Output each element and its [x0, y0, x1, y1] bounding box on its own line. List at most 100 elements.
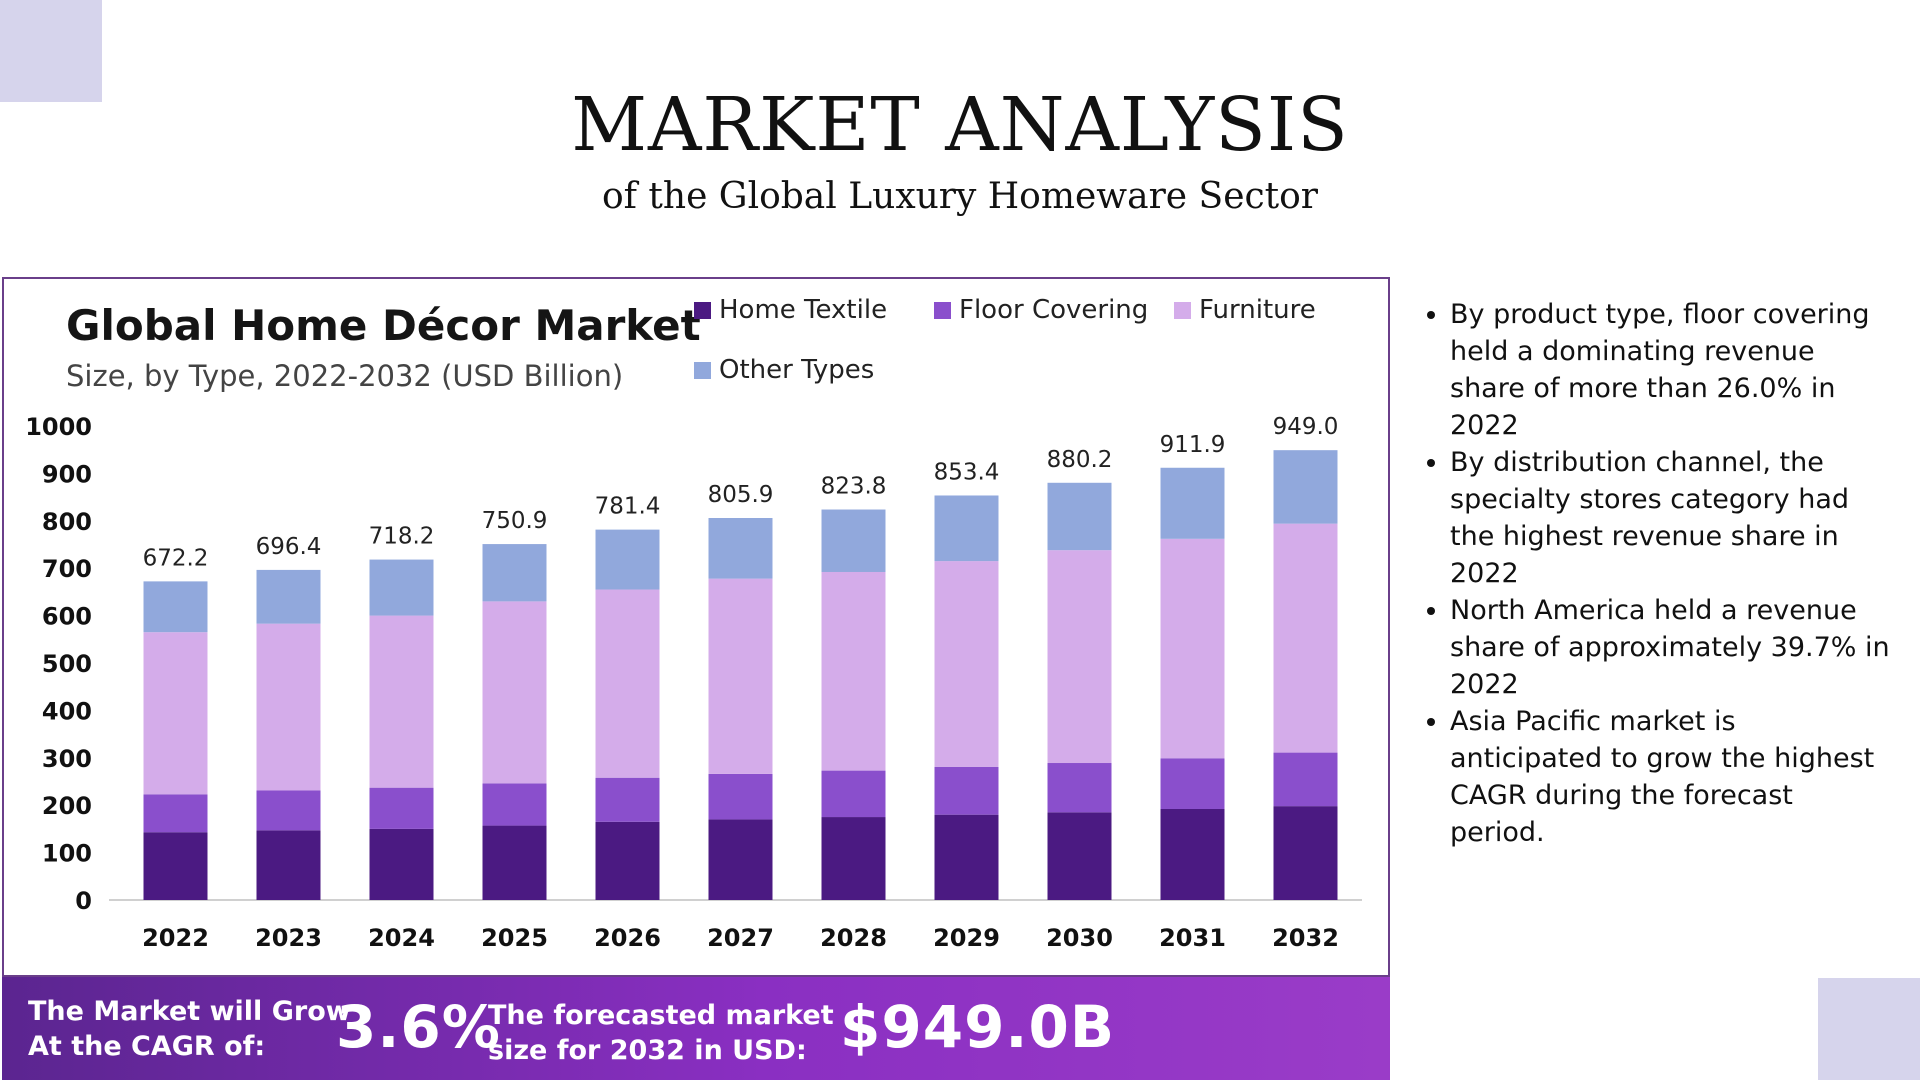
legend-swatch — [694, 301, 711, 319]
bar-segment-other-types — [143, 581, 208, 633]
bar-segment-floor-covering — [934, 766, 999, 815]
legend-label: Floor Covering — [959, 295, 1149, 325]
bar-total-label: 672.2 — [143, 545, 209, 571]
bar-total-label: 696.4 — [256, 534, 322, 560]
summary-banner: The Market will Grow At the CAGR of: 3.6… — [2, 977, 1390, 1080]
chart-title: Global Home Décor Market — [66, 301, 701, 350]
slide-title: MARKET ANALYSIS — [571, 82, 1349, 168]
bar-total-label: 823.8 — [821, 474, 887, 500]
x-tick-label: 2025 — [481, 924, 548, 952]
bar-total-label: 911.9 — [1160, 432, 1226, 458]
chart-subtitle: Size, by Type, 2022-2032 (USD Billion) — [66, 359, 624, 393]
bar-segment-home-textile — [708, 819, 773, 900]
bar-segment-floor-covering — [1047, 763, 1112, 813]
x-tick-label: 2023 — [255, 924, 322, 952]
bar-segment-floor-covering — [143, 794, 208, 833]
x-tick-label: 2028 — [820, 924, 887, 952]
x-tick-label: 2022 — [142, 924, 209, 952]
y-tick-label: 800 — [42, 508, 92, 536]
cagr-label: The Market will Grow At the CAGR of: — [28, 996, 351, 1062]
bar-segment-other-types — [821, 509, 886, 572]
bar-segment-home-textile — [934, 814, 999, 900]
bar-segment-floor-covering — [482, 783, 547, 826]
bar-segment-furniture — [369, 615, 434, 788]
corner-decoration-top-left — [0, 0, 102, 102]
bar-total-label: 805.9 — [708, 482, 774, 508]
bar-segment-home-textile — [595, 821, 660, 900]
insight-item: By product type, floor covering held a d… — [1450, 296, 1890, 444]
y-tick-label: 600 — [42, 603, 92, 631]
x-tick-label: 2031 — [1159, 924, 1226, 952]
bar-segment-other-types — [595, 529, 660, 590]
bar-segment-home-textile — [143, 832, 208, 900]
bar-segment-home-textile — [1160, 808, 1225, 900]
legend-label: Home Textile — [719, 295, 888, 325]
bar-segment-floor-covering — [1273, 752, 1338, 807]
y-tick-label: 1000 — [25, 413, 92, 441]
key-insights-list: By product type, floor covering held a d… — [1420, 296, 1890, 851]
bar-segment-floor-covering — [595, 777, 660, 822]
corner-decoration-bottom-right — [1818, 978, 1920, 1080]
legend-swatch — [694, 361, 711, 379]
legend-item-floor-covering: Floor Covering — [934, 295, 1148, 325]
bar-segment-home-textile — [256, 830, 321, 900]
bar-segment-home-textile — [482, 825, 547, 900]
bar-segment-other-types — [1273, 450, 1338, 524]
bar-segment-home-textile — [821, 817, 886, 900]
y-tick-label: 500 — [42, 650, 92, 678]
bar-segment-floor-covering — [369, 787, 434, 829]
y-tick-label: 400 — [42, 697, 92, 725]
x-tick-label: 2030 — [1046, 924, 1113, 952]
bar-total-label: 949.0 — [1273, 414, 1339, 440]
x-tick-label: 2027 — [707, 924, 774, 952]
bar-segment-furniture — [1160, 538, 1225, 759]
bar-segment-furniture — [821, 571, 886, 771]
bar-total-label: 718.2 — [369, 524, 435, 550]
x-tick-label: 2032 — [1272, 924, 1339, 952]
bar-segment-other-types — [708, 518, 773, 579]
bar-total-label: 880.2 — [1047, 447, 1113, 473]
bar-total-label: 781.4 — [595, 494, 661, 520]
bar-segment-other-types — [934, 495, 999, 562]
insight-item: North America held a revenue share of ap… — [1450, 592, 1890, 703]
legend-item-other-types: Other Types — [694, 355, 874, 385]
y-tick-label: 0 — [75, 887, 92, 915]
forecast-label: The forecasted market size for 2032 in U… — [488, 1000, 834, 1066]
bar-segment-furniture — [595, 589, 660, 778]
bar-segment-other-types — [1160, 467, 1225, 539]
bar-segment-home-textile — [1273, 806, 1338, 900]
legend-item-home-textile: Home Textile — [694, 295, 887, 325]
bar-segment-furniture — [256, 623, 321, 791]
legend-label: Other Types — [719, 355, 875, 385]
bar-segment-home-textile — [1047, 812, 1112, 900]
y-tick-label: 700 — [42, 555, 92, 583]
insight-item: Asia Pacific market is anticipated to gr… — [1450, 703, 1890, 851]
bar-segment-other-types — [369, 559, 434, 616]
cagr-value: 3.6% — [336, 993, 501, 1061]
y-tick-label: 900 — [42, 460, 92, 488]
legend-swatch — [1174, 301, 1191, 319]
bar-segment-other-types — [256, 569, 321, 624]
legend-item-furniture: Furniture — [1174, 295, 1316, 325]
bar-segment-furniture — [1047, 550, 1112, 764]
bar-segment-floor-covering — [821, 770, 886, 818]
y-tick-label: 100 — [42, 840, 92, 868]
forecast-value: $949.0B — [840, 993, 1116, 1061]
x-tick-label: 2026 — [594, 924, 661, 952]
x-tick-label: 2024 — [368, 924, 435, 952]
bar-segment-furniture — [482, 601, 547, 784]
bar-segment-floor-covering — [708, 773, 773, 820]
legend-label: Furniture — [1199, 295, 1316, 325]
chart-panel: Global Home Décor Market Size, by Type, … — [2, 277, 1390, 977]
x-tick-label: 2029 — [933, 924, 1000, 952]
bar-segment-furniture — [708, 578, 773, 774]
bar-segment-furniture — [143, 632, 208, 795]
bar-total-label: 853.4 — [934, 459, 1000, 485]
y-tick-label: 300 — [42, 745, 92, 773]
bar-segment-furniture — [1273, 523, 1338, 753]
y-tick-label: 200 — [42, 792, 92, 820]
slide-subtitle: of the Global Luxury Homeware Sector — [601, 176, 1319, 217]
bar-segment-floor-covering — [1160, 758, 1225, 809]
bar-segment-floor-covering — [256, 790, 321, 831]
bar-total-label: 750.9 — [482, 508, 548, 534]
